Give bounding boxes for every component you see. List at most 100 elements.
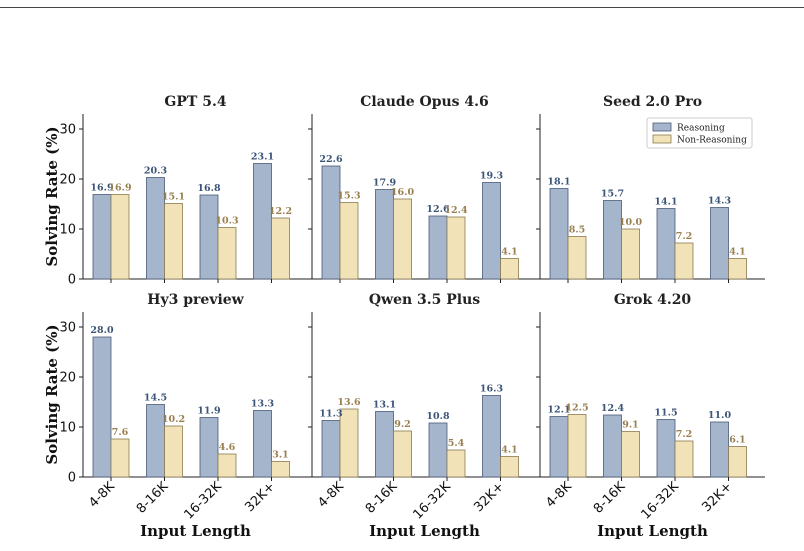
data-label-reasoning: 12.6 xyxy=(426,204,450,215)
bar-reasoning xyxy=(428,215,448,280)
data-label-non-reasoning: 4.1 xyxy=(729,247,746,258)
top-rule xyxy=(0,7,804,8)
panel-4: Hy3 preview 0 10 20 30 28.0 7.6 4-8K 14.5 10.2 8-1… xyxy=(43,292,308,540)
data-label-non-reasoning: 12.4 xyxy=(444,205,468,216)
bar-reasoning xyxy=(603,414,622,478)
data-label-reasoning: 11.0 xyxy=(708,410,732,421)
data-label-non-reasoning: 10.3 xyxy=(215,216,238,227)
data-label-non-reasoning: 16.0 xyxy=(391,187,415,198)
bar-non-reasoning xyxy=(500,258,519,280)
data-label-non-reasoning: 16.9 xyxy=(108,183,132,194)
x-tick-label: 16-32K xyxy=(181,479,225,523)
bar-reasoning xyxy=(321,420,341,478)
data-label-non-reasoning: 7.6 xyxy=(112,427,129,438)
data-label-reasoning: 12.4 xyxy=(601,403,625,414)
data-label-non-reasoning: 4.1 xyxy=(501,445,518,456)
data-label-non-reasoning: 13.6 xyxy=(337,397,361,408)
bar-non-reasoning xyxy=(271,461,290,478)
data-label-non-reasoning: 4.6 xyxy=(219,442,236,453)
bar-non-reasoning xyxy=(446,449,466,478)
data-label-non-reasoning: 3.1 xyxy=(272,450,289,461)
data-label-non-reasoning: 12.2 xyxy=(269,206,292,217)
panel-5: Qwen 3.5 Plus 11.313.6 4-8K 13.1 9.2 8-16K 10.… xyxy=(308,292,537,540)
x-tick-label: 16-32K xyxy=(638,479,682,523)
bar-non-reasoning xyxy=(164,203,183,280)
data-label-non-reasoning: 10.2 xyxy=(162,414,185,425)
bar-reasoning xyxy=(549,188,569,280)
bar-reasoning xyxy=(549,416,569,478)
y-tick-label: 0 xyxy=(68,273,76,288)
data-label-reasoning: 19.3 xyxy=(480,171,503,182)
x-axis-label: Input Length xyxy=(140,522,251,540)
bar-non-reasoning xyxy=(728,258,747,280)
bar-reasoning xyxy=(710,207,729,280)
panel-title: Claude Opus 4.6 xyxy=(360,94,489,110)
y-axis-label: Solving Rate (%) xyxy=(43,126,61,266)
panel-6: Grok 4.20 12.112.5 4-8K 12.4 9.1 8-16K 11.5 7.2… xyxy=(536,292,765,540)
y-tick-label: 10 xyxy=(59,421,76,436)
bar-reasoning xyxy=(92,194,112,280)
data-label-non-reasoning: 12.5 xyxy=(565,403,588,414)
panel-title: Grok 4.20 xyxy=(614,292,692,308)
bar-non-reasoning xyxy=(500,456,519,478)
data-label-reasoning: 11.5 xyxy=(654,408,677,419)
data-label-reasoning: 18.1 xyxy=(547,177,570,188)
data-label-non-reasoning: 15.1 xyxy=(162,192,185,203)
data-label-reasoning: 13.1 xyxy=(373,400,396,411)
panel-title: Seed 2.0 Pro xyxy=(603,94,702,110)
bar-non-reasoning xyxy=(446,216,466,280)
y-tick-label: 10 xyxy=(59,223,76,238)
y-tick-label: 30 xyxy=(59,321,76,336)
data-label-reasoning: 22.6 xyxy=(319,154,343,165)
bar-reasoning xyxy=(710,421,729,478)
panel-title: Hy3 preview xyxy=(147,292,244,308)
data-label-reasoning: 28.0 xyxy=(90,325,114,336)
bar-non-reasoning xyxy=(110,194,130,280)
legend: Reasoning Non-Reasoning xyxy=(646,117,753,149)
data-label-reasoning: 10.8 xyxy=(426,411,450,422)
data-label-non-reasoning: 8.5 xyxy=(569,225,586,236)
data-label-reasoning: 12.1 xyxy=(547,405,570,416)
data-label-reasoning: 14.3 xyxy=(708,196,731,207)
bar-non-reasoning xyxy=(339,202,359,280)
bar-reasoning xyxy=(253,163,272,280)
data-label-reasoning: 16.8 xyxy=(197,183,221,194)
data-label-reasoning: 20.3 xyxy=(144,166,167,177)
data-label-reasoning: 17.9 xyxy=(373,178,397,189)
x-tick-label: 32K+ xyxy=(242,479,278,515)
bar-reasoning xyxy=(199,194,219,280)
data-label-non-reasoning: 4.1 xyxy=(501,247,518,258)
legend-label-reasoning: Reasoning xyxy=(677,124,725,134)
x-tick-label: 8-16K xyxy=(591,479,629,517)
bar-reasoning xyxy=(428,422,448,478)
bar-non-reasoning xyxy=(567,236,587,280)
bar-non-reasoning xyxy=(567,414,587,478)
data-label-reasoning: 11.9 xyxy=(197,406,221,417)
y-tick-label: 20 xyxy=(59,173,76,188)
data-label-non-reasoning: 7.2 xyxy=(676,429,693,440)
x-tick-label: 4-8K xyxy=(86,479,118,511)
legend-swatch-reasoning xyxy=(652,122,672,132)
x-tick-label: 32K+ xyxy=(471,479,507,515)
data-label-non-reasoning: 7.2 xyxy=(676,231,693,242)
bar-non-reasoning xyxy=(339,408,359,478)
legend-swatch-non-reasoning xyxy=(652,134,672,144)
bar-reasoning xyxy=(656,419,676,478)
panel-title: Qwen 3.5 Plus xyxy=(369,292,480,308)
data-label-reasoning: 23.1 xyxy=(251,152,274,163)
panel-3: Seed 2.0 Pro 18.1 8.5 15.7 10.0 14.1 7.2 14.3 4.… xyxy=(536,94,765,283)
bar-non-reasoning xyxy=(393,198,412,280)
data-label-reasoning: 14.1 xyxy=(654,197,677,208)
bar-reasoning xyxy=(603,200,622,280)
x-tick-label: 4-8K xyxy=(543,479,575,511)
y-axis-label: Solving Rate (%) xyxy=(43,324,61,464)
panel-2: Claude Opus 4.6 22.6 15.3 17.916.0 12.612.4 1… xyxy=(308,94,537,283)
data-label-reasoning: 16.3 xyxy=(480,384,503,395)
y-tick-label: 0 xyxy=(68,471,76,486)
bar-reasoning xyxy=(656,208,676,280)
bar-reasoning xyxy=(92,336,112,478)
x-tick-label: 16-32K xyxy=(410,479,454,523)
data-label-non-reasoning: 9.1 xyxy=(622,420,639,431)
bar-non-reasoning xyxy=(674,242,694,280)
bar-non-reasoning xyxy=(674,440,694,478)
